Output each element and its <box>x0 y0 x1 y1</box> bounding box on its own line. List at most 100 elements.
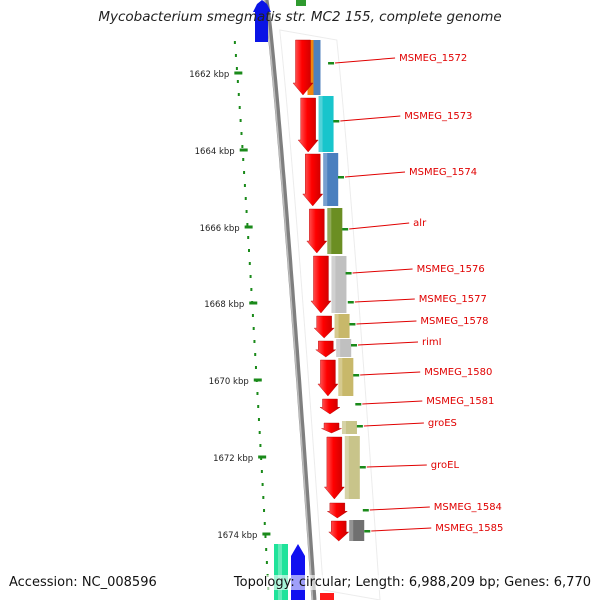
gene-arrow[interactable] <box>323 436 345 500</box>
ruler-tick-mark <box>249 301 258 305</box>
gene-arrow[interactable] <box>328 520 350 542</box>
gene-label[interactable]: MSMEG_1581 <box>426 396 494 407</box>
track-dot <box>236 80 239 83</box>
gene-arrow[interactable] <box>315 340 337 358</box>
gene-arrow[interactable] <box>326 502 348 519</box>
label-leader-line <box>354 298 415 303</box>
cog-block <box>323 153 339 206</box>
accession-text: Accession: NC_008596 <box>9 575 157 590</box>
backbone-line <box>263 0 317 600</box>
ruler-tick-label: 1672 kbp <box>213 454 253 464</box>
gene-label[interactable]: MSMEG_1573 <box>404 111 472 122</box>
edge-gene-arrow-red <box>320 593 334 600</box>
track-dot <box>256 392 259 395</box>
gene-label[interactable]: MSMEG_1574 <box>409 167 477 178</box>
edge-gene-arrow-blue <box>291 544 305 600</box>
gene-label[interactable]: MSMEG_1584 <box>434 502 502 513</box>
gene-label[interactable]: MSMEG_1577 <box>419 294 487 305</box>
track-dot <box>262 496 265 499</box>
gene-label[interactable]: MSMEG_1580 <box>424 367 492 378</box>
gene-arrow[interactable] <box>321 422 342 434</box>
track-dot <box>257 418 260 421</box>
ruler-tick-mark <box>239 148 248 152</box>
ruler-tick-mark <box>262 532 271 536</box>
gene-label[interactable]: MSMEG_1572 <box>399 53 467 64</box>
gene-label[interactable]: MSMEG_1576 <box>417 264 485 275</box>
label-leader-line <box>344 171 406 178</box>
track-dot <box>243 184 246 187</box>
ruler-tick-mark <box>253 378 262 382</box>
genome-summary-text: Topology: circular; Length: 6,988,209 bp… <box>233 575 591 590</box>
gene-label[interactable]: groES <box>428 418 457 429</box>
gene-label[interactable]: alr <box>413 218 427 229</box>
track-dot <box>241 145 244 148</box>
track-dot <box>264 535 267 538</box>
cog-block <box>327 208 343 254</box>
ruler-tick-label: 1666 kbp <box>200 224 240 234</box>
track-dot <box>246 223 249 226</box>
track-dot <box>251 314 254 317</box>
track-dot <box>263 522 266 525</box>
track-dot <box>238 106 241 109</box>
track-dot <box>258 431 261 434</box>
edge-gene-arrow-blue <box>253 0 271 42</box>
track-dot <box>243 171 246 174</box>
track-dot <box>254 353 257 356</box>
track-dot <box>242 158 245 161</box>
gene-arrow[interactable] <box>306 208 328 254</box>
label-leader-line <box>357 341 419 346</box>
cog-blocks <box>307 40 365 541</box>
track-dot <box>249 275 252 278</box>
feature-tick <box>353 374 360 377</box>
gene-label[interactable]: rimI <box>422 337 442 348</box>
gene-arrows[interactable] <box>292 39 350 542</box>
ruler-tick-mark <box>244 225 253 229</box>
label-leader-line <box>363 422 424 427</box>
track-dot <box>244 197 247 200</box>
gene-arrow[interactable] <box>313 315 335 339</box>
track-dot <box>247 236 250 239</box>
ruler-tick-mark <box>258 455 267 459</box>
label-leader-line <box>349 222 410 230</box>
track-dot <box>247 249 250 252</box>
gene-arrow[interactable] <box>310 255 332 314</box>
track-dot <box>239 119 242 122</box>
track-dot <box>248 262 251 265</box>
track-dot <box>234 54 237 57</box>
outer-dot-track <box>233 41 270 590</box>
gene-arrow[interactable] <box>292 39 314 96</box>
cog-block <box>336 339 352 357</box>
gene-label[interactable]: MSMEG_1585 <box>435 523 503 534</box>
track-dot <box>253 340 256 343</box>
label-leader-line <box>356 320 417 325</box>
feature-tick <box>364 530 371 533</box>
label-leader-line <box>352 268 413 274</box>
cog-block <box>341 421 357 434</box>
feature-tick <box>355 403 362 406</box>
gene-arrow[interactable] <box>302 153 324 207</box>
track-dot <box>257 405 260 408</box>
label-leader-line <box>366 464 427 468</box>
track-dot <box>254 366 257 369</box>
gene-arrow[interactable] <box>319 398 341 415</box>
label-leader-line <box>335 57 396 64</box>
cog-block <box>334 314 350 338</box>
gene-arrow[interactable] <box>297 97 319 153</box>
track-dot <box>260 470 263 473</box>
label-leader-line <box>369 506 430 511</box>
cog-block <box>331 256 347 313</box>
feature-tick <box>345 272 352 275</box>
feature-tick <box>356 425 363 428</box>
kbp-ruler: 1662 kbp 1664 kbp 1666 kbp 1668 kbp 1670 kbp… <box>189 70 271 541</box>
gene-label[interactable]: groEL <box>431 460 460 471</box>
label-leader-line <box>340 115 401 122</box>
ruler-tick-label: 1670 kbp <box>209 377 249 387</box>
feature-tick <box>328 62 335 65</box>
cog-block <box>313 40 321 95</box>
track-dot <box>237 93 240 96</box>
gene-arrow[interactable] <box>317 359 339 397</box>
feature-tick <box>359 466 366 469</box>
gene-label[interactable]: MSMEG_1578 <box>420 316 488 327</box>
